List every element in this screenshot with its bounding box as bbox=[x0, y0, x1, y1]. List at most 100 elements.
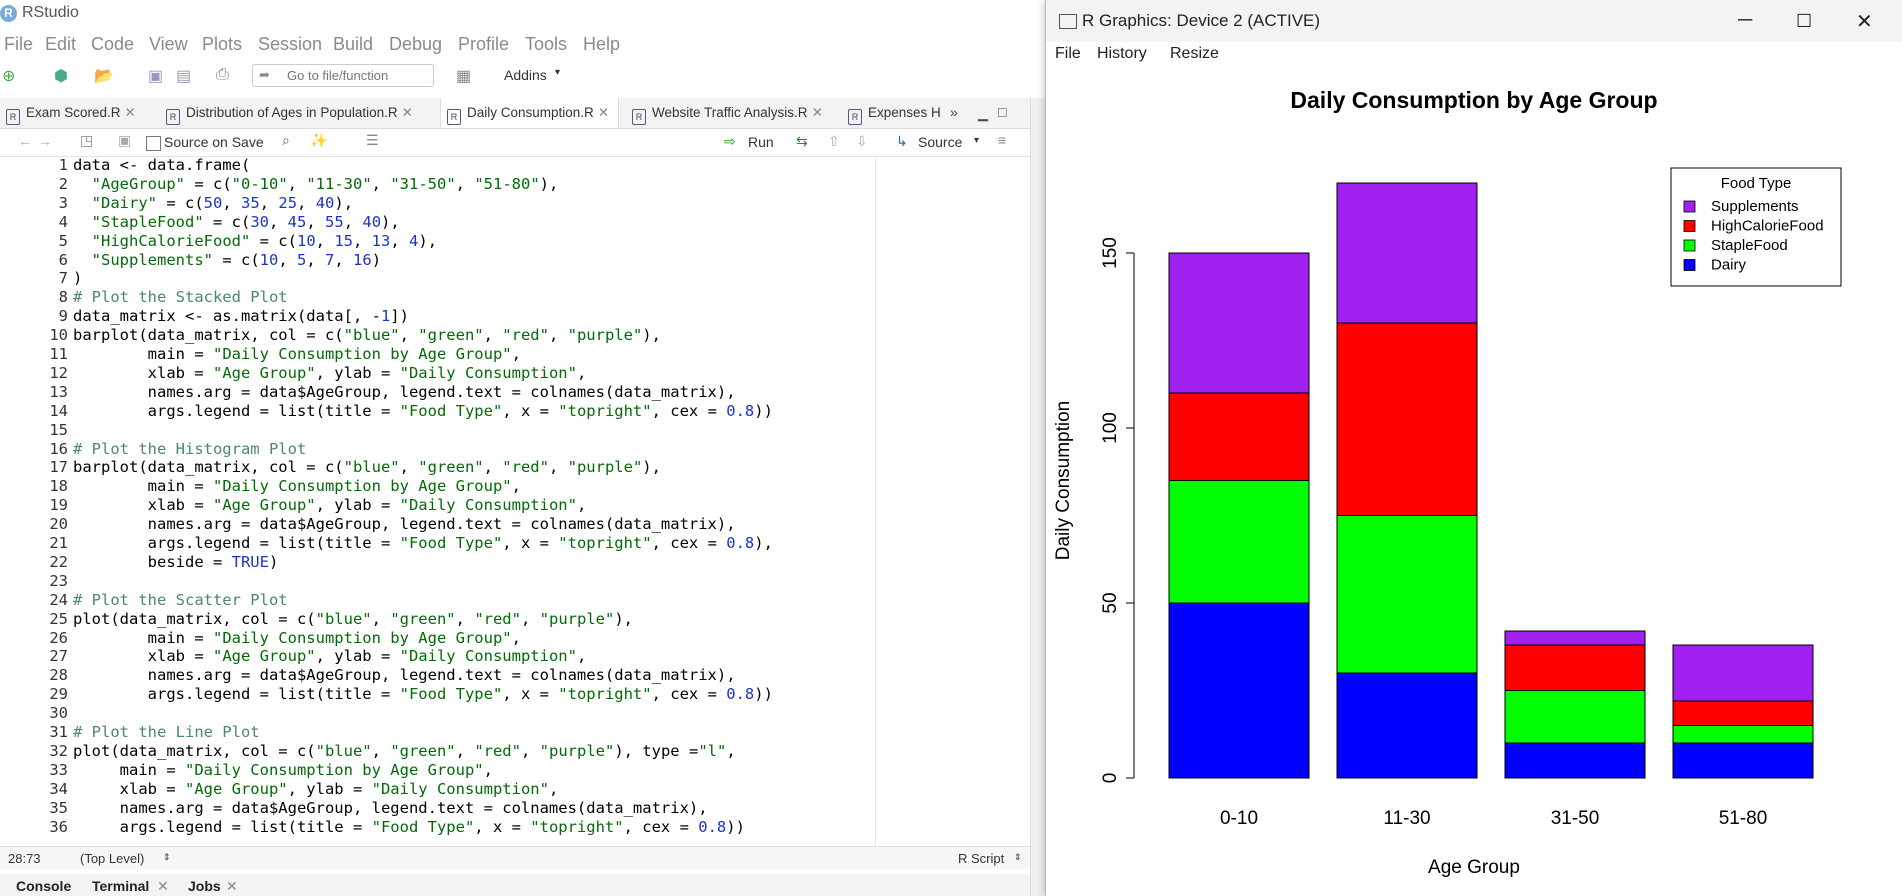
bar-segment bbox=[1168, 252, 1310, 394]
tab-website-traffic[interactable]: R Website Traffic Analysis.R ✕ bbox=[626, 98, 836, 128]
menu-profile[interactable]: Profile bbox=[458, 34, 510, 54]
source-button[interactable]: Source bbox=[918, 134, 963, 150]
menu-tools[interactable]: Tools bbox=[525, 34, 568, 54]
code-line: names.arg = data$AgeGroup, legend.text =… bbox=[73, 382, 736, 401]
code-line: args.legend = list(title = "Food Type", … bbox=[73, 685, 773, 704]
close-icon[interactable]: ✕ bbox=[124, 105, 136, 120]
forward-arrow-icon[interactable]: → bbox=[38, 133, 52, 149]
scope-caret-icon[interactable]: ⇕ bbox=[163, 852, 171, 862]
scope-selector[interactable]: (Top Level) bbox=[80, 851, 145, 866]
tab-exam-scored[interactable]: R Exam Scored.R ✕ bbox=[0, 98, 160, 128]
menu-help[interactable]: Help bbox=[583, 34, 621, 54]
graphics-title-bar: R Graphics: Device 2 (ACTIVE) ─ ☐ ✕ bbox=[1046, 0, 1902, 42]
code-editor[interactable]: data <- data.frame( "AgeGroup" = c("0-10… bbox=[73, 156, 873, 846]
run-arrow-icon[interactable]: ⇨ bbox=[724, 133, 736, 149]
tab-distribution-of-ages[interactable]: R Distribution of Ages in Population.R ✕ bbox=[160, 98, 440, 128]
line-number: 30 bbox=[49, 704, 68, 723]
menu-build[interactable]: Build bbox=[333, 34, 374, 54]
source-icon[interactable]: ↳ bbox=[896, 133, 908, 149]
addins-menu[interactable]: Addins bbox=[504, 67, 547, 83]
tab-console[interactable]: Console bbox=[16, 878, 72, 894]
goto-arrow-icon: ➦ bbox=[259, 67, 270, 82]
line-number: 31 bbox=[49, 723, 68, 741]
legend-entry: HighCalorieFood bbox=[1711, 218, 1824, 235]
print-icon[interactable]: ⎙ bbox=[216, 66, 229, 83]
save-file-icon[interactable]: ▣ bbox=[118, 132, 132, 148]
search-icon[interactable]: ⌕ bbox=[282, 132, 290, 148]
close-icon[interactable]: ✕ bbox=[157, 878, 169, 894]
menu-session[interactable]: Session bbox=[258, 34, 323, 54]
menu-debug[interactable]: Debug bbox=[389, 34, 443, 54]
tab-expenses[interactable]: R Expenses H bbox=[842, 98, 952, 128]
line-number: 26 bbox=[49, 628, 68, 647]
editor-tab-bar: R Exam Scored.R ✕ R Distribution of Ages in… bbox=[0, 98, 1030, 129]
menu-file[interactable]: File bbox=[4, 34, 34, 54]
rstudio-logo-icon: R bbox=[0, 5, 17, 22]
close-icon[interactable]: ✕ bbox=[811, 105, 823, 120]
menu-code[interactable]: Code bbox=[91, 34, 135, 54]
r-file-icon: R bbox=[848, 109, 862, 125]
line-number: 23 bbox=[49, 571, 68, 590]
x-category-label: 0-10 bbox=[1220, 808, 1258, 829]
close-icon[interactable]: ✕ bbox=[226, 878, 238, 894]
go-up-icon[interactable]: ⇧ bbox=[828, 133, 840, 149]
filetype-caret-icon[interactable]: ⇕ bbox=[1014, 852, 1022, 862]
pane-layout-icon[interactable]: ▦ bbox=[456, 68, 472, 85]
minimize-pane-icon[interactable]: ▁ bbox=[978, 106, 988, 121]
maximize-pane-icon[interactable]: □ bbox=[998, 104, 1007, 120]
show-in-window-icon[interactable]: ◳ bbox=[80, 132, 94, 148]
save-all-icon[interactable]: ▤ bbox=[176, 68, 192, 85]
line-number: 7 bbox=[58, 269, 68, 288]
more-tabs-icon[interactable]: » bbox=[950, 104, 958, 120]
file-type-selector[interactable]: R Script bbox=[958, 851, 1005, 866]
document-outline-icon[interactable]: ☰ bbox=[366, 132, 379, 148]
code-line: names.arg = data$AgeGroup, legend.text =… bbox=[73, 666, 736, 685]
tab-daily-consumption[interactable]: R Daily Consumption.R ✕ bbox=[440, 98, 619, 128]
code-tools-wand-icon[interactable]: ✨ bbox=[310, 132, 328, 148]
source-on-save-checkbox[interactable] bbox=[146, 136, 161, 151]
legend-entry: Dairy bbox=[1711, 257, 1747, 274]
menu-edit[interactable]: Edit bbox=[45, 34, 77, 54]
code-line: data_matrix <- as.matrix(data[, -1]) bbox=[73, 307, 409, 326]
code-line: "Dairy" = c(50, 35, 25, 40), bbox=[91, 193, 354, 212]
line-number: 29 bbox=[49, 685, 68, 704]
outline-toggle-icon[interactable]: ≡ bbox=[998, 132, 1007, 148]
graphics-menu-history[interactable]: History bbox=[1097, 45, 1147, 62]
addins-caret-icon[interactable]: ▾ bbox=[555, 67, 561, 78]
code-line: "StapleFood" = c(30, 45, 55, 40), bbox=[91, 212, 400, 231]
new-file-icon[interactable]: ⊕ bbox=[2, 68, 16, 85]
graphics-menu-resize[interactable]: Resize bbox=[1170, 45, 1219, 62]
back-arrow-icon[interactable]: ← bbox=[18, 133, 32, 149]
r-file-icon: R bbox=[6, 109, 20, 125]
tab-jobs[interactable]: Jobs bbox=[188, 878, 221, 894]
menu-plots[interactable]: Plots bbox=[202, 34, 243, 54]
line-number: 36 bbox=[49, 817, 68, 836]
x-category-label: 31-50 bbox=[1551, 808, 1600, 829]
line-number: 16 bbox=[49, 439, 68, 458]
open-file-icon[interactable]: 📂 bbox=[94, 68, 114, 85]
rerun-icon[interactable]: ⇆ bbox=[796, 133, 808, 149]
line-number-gutter: 1 2 3 4 5 6 7 8 9 10 11 12 13 14 15 16 17 18 19 20 21 22 23 24 2… bbox=[0, 156, 68, 846]
goto-file-input[interactable]: ➦ Go to file/function bbox=[252, 64, 434, 87]
maximize-window-icon[interactable]: ☐ bbox=[1796, 11, 1813, 31]
menu-view[interactable]: View bbox=[149, 34, 188, 54]
line-number: 1 bbox=[58, 156, 68, 174]
new-project-icon[interactable]: ⬢ bbox=[54, 68, 68, 85]
code-line: main = "Daily Consumption by Age Group", bbox=[73, 477, 521, 496]
close-window-icon[interactable]: ✕ bbox=[1856, 11, 1873, 33]
code-line: "Supplements" = c(10, 5, 7, 16) bbox=[91, 250, 382, 269]
legend-box bbox=[1670, 167, 1842, 287]
run-button[interactable]: Run bbox=[748, 134, 774, 150]
r-file-icon: R bbox=[632, 109, 646, 125]
save-icon[interactable]: ▣ bbox=[148, 68, 164, 85]
close-icon[interactable]: ✕ bbox=[401, 105, 413, 120]
bar-segment bbox=[1504, 690, 1646, 744]
line-number: 5 bbox=[58, 231, 68, 250]
minimize-window-icon[interactable]: ─ bbox=[1738, 9, 1753, 31]
graphics-menu-file[interactable]: File bbox=[1055, 45, 1081, 62]
graphics-menu-bar: File History Resize bbox=[1046, 42, 1902, 68]
tab-terminal[interactable]: Terminal bbox=[92, 878, 150, 894]
go-down-icon[interactable]: ⇩ bbox=[856, 133, 868, 149]
close-icon[interactable]: ✕ bbox=[597, 105, 610, 120]
source-caret-icon[interactable]: ▾ bbox=[974, 135, 980, 146]
